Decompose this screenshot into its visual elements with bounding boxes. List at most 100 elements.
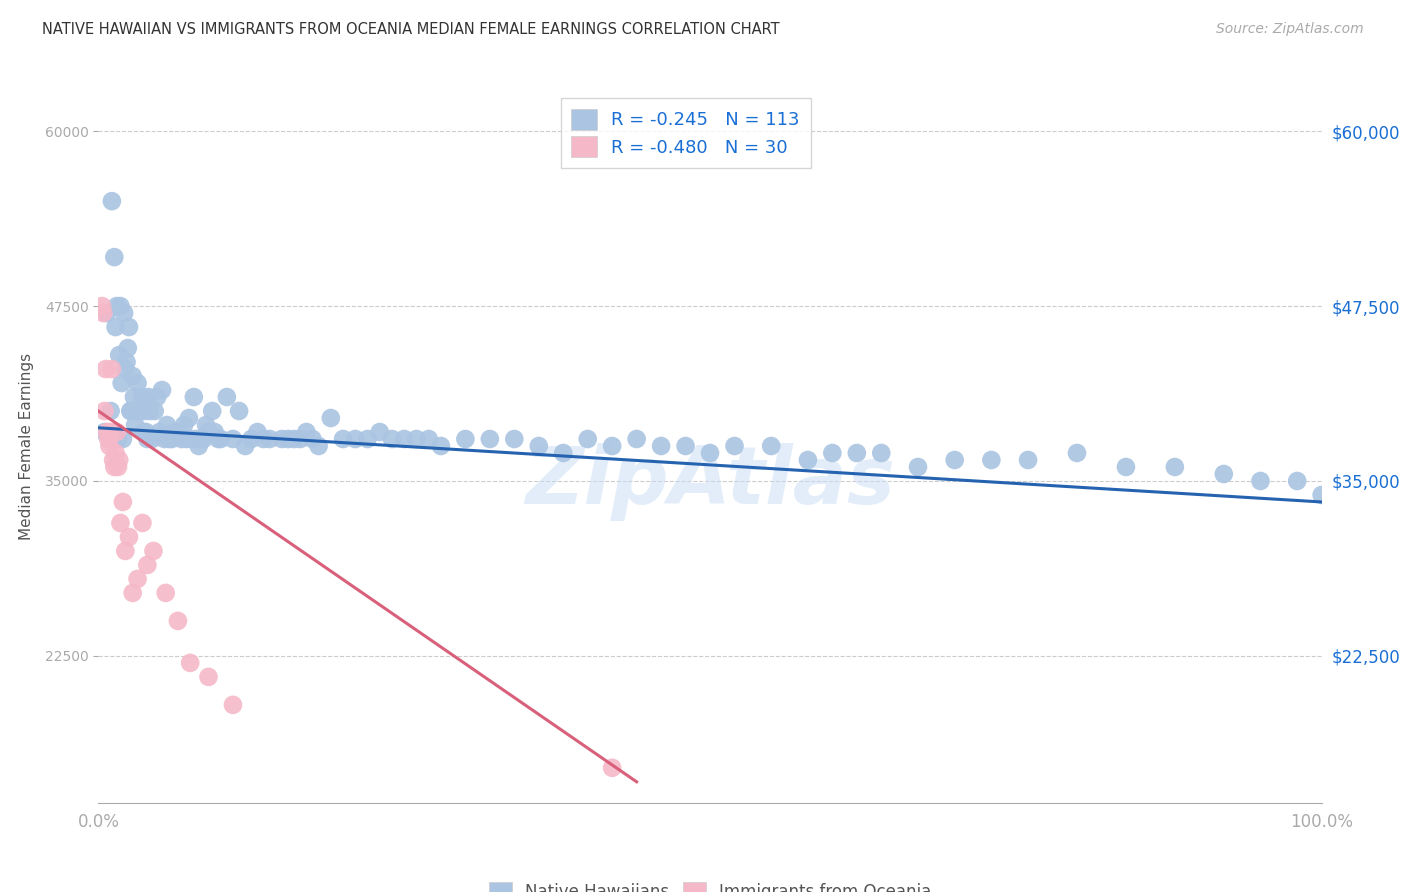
Point: [943, 453, 966, 467]
Point: [252, 432, 274, 446]
Point: [136, 432, 159, 446]
Point: [527, 439, 550, 453]
Point: [195, 417, 218, 432]
Point: [1164, 460, 1187, 475]
Point: [167, 425, 190, 439]
Point: [111, 432, 134, 446]
Point: [821, 446, 844, 460]
Point: [478, 432, 501, 446]
Point: [1115, 460, 1137, 475]
Point: [626, 432, 648, 446]
Point: [392, 432, 416, 446]
Point: [143, 404, 166, 418]
Point: [146, 390, 169, 404]
Point: [108, 348, 131, 362]
Point: [845, 446, 868, 460]
Point: [91, 299, 114, 313]
Point: [134, 404, 156, 418]
Point: [980, 453, 1002, 467]
Point: [97, 432, 120, 446]
Point: [761, 439, 783, 453]
Point: [129, 404, 152, 418]
Point: [187, 439, 209, 453]
Point: [101, 453, 124, 467]
Point: [1066, 446, 1088, 460]
Point: [190, 432, 212, 446]
Point: [173, 417, 195, 432]
Text: Source: ZipAtlas.com: Source: ZipAtlas.com: [1216, 22, 1364, 37]
Point: [197, 425, 219, 439]
Point: [121, 369, 143, 384]
Point: [167, 614, 190, 628]
Point: [699, 446, 721, 460]
Point: [103, 460, 125, 475]
Point: [295, 425, 318, 439]
Point: [301, 432, 323, 446]
Point: [136, 558, 159, 572]
Point: [107, 460, 129, 475]
Point: [207, 432, 229, 446]
Point: [115, 355, 138, 369]
Point: [96, 425, 118, 439]
Point: [228, 404, 250, 418]
Point: [129, 404, 152, 418]
Point: [177, 411, 200, 425]
Point: [1310, 488, 1333, 502]
Point: [103, 250, 125, 264]
Point: [104, 320, 127, 334]
Point: [91, 306, 114, 320]
Point: [650, 439, 672, 453]
Point: [186, 432, 208, 446]
Point: [222, 698, 245, 712]
Point: [179, 656, 201, 670]
Point: [246, 425, 269, 439]
Point: [600, 761, 623, 775]
Point: [118, 530, 141, 544]
Point: [1286, 474, 1309, 488]
Point: [104, 446, 127, 460]
Point: [209, 432, 232, 446]
Point: [127, 376, 149, 390]
Point: [222, 432, 245, 446]
Point: [131, 390, 153, 404]
Point: [124, 417, 146, 432]
Point: [135, 425, 157, 439]
Point: [233, 439, 256, 453]
Point: [156, 417, 179, 432]
Point: [120, 404, 142, 418]
Point: [127, 572, 149, 586]
Point: [797, 453, 820, 467]
Point: [114, 362, 136, 376]
Point: [215, 390, 238, 404]
Point: [197, 670, 219, 684]
Point: [240, 432, 263, 446]
Point: [277, 432, 299, 446]
Point: [93, 404, 115, 418]
Point: [96, 306, 118, 320]
Point: [163, 425, 186, 439]
Point: [503, 432, 526, 446]
Point: [108, 453, 131, 467]
Point: [381, 432, 404, 446]
Legend: Native Hawaiians, Immigrants from Oceania: Native Hawaiians, Immigrants from Oceani…: [482, 875, 938, 892]
Point: [553, 446, 575, 460]
Point: [94, 362, 117, 376]
Point: [870, 446, 893, 460]
Point: [111, 376, 134, 390]
Point: [121, 586, 143, 600]
Point: [120, 404, 142, 418]
Point: [160, 432, 183, 446]
Text: ZipAtlas: ZipAtlas: [524, 442, 896, 521]
Point: [368, 425, 391, 439]
Point: [319, 411, 342, 425]
Point: [110, 516, 132, 530]
Point: [142, 544, 165, 558]
Point: [105, 299, 128, 313]
Point: [204, 425, 226, 439]
Point: [180, 432, 202, 446]
Point: [110, 299, 132, 313]
Point: [600, 439, 623, 453]
Point: [131, 516, 153, 530]
Point: [107, 432, 129, 446]
Point: [112, 306, 135, 320]
